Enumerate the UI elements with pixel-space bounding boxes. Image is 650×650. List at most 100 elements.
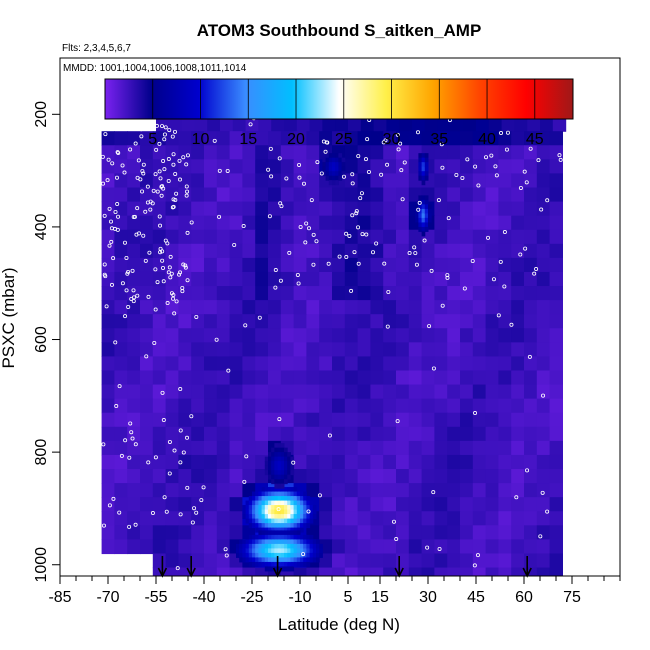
anomaly-cell	[309, 534, 314, 540]
heatmap-cell	[152, 328, 167, 343]
heatmap-cell	[524, 201, 538, 217]
heatmap-cell	[319, 215, 333, 231]
heatmap-cell	[549, 539, 563, 555]
anomaly-cell	[418, 166, 423, 172]
heatmap-cell	[344, 300, 359, 315]
heatmap-cell	[434, 145, 448, 160]
heatmap-cell	[204, 553, 218, 569]
anomaly-cell	[245, 518, 250, 524]
heatmap-cell	[204, 173, 218, 189]
heatmap-cell	[383, 131, 397, 146]
heatmap-cell	[357, 356, 371, 372]
anomaly-cell	[255, 548, 259, 554]
heatmap-cell	[319, 567, 333, 576]
heatmap-cell	[447, 257, 461, 273]
heatmap-cell	[357, 187, 371, 203]
heatmap-cell	[255, 173, 269, 189]
y-tick-label: 800	[33, 439, 50, 466]
heatmap-cell	[396, 314, 410, 329]
heatmap-cell	[485, 454, 499, 470]
heatmap-cell	[396, 215, 410, 231]
sample-point	[143, 258, 148, 263]
anomaly-cell	[255, 491, 259, 497]
heatmap-cell	[498, 271, 512, 287]
heatmap-cell	[460, 187, 474, 203]
heatmap-cell	[472, 328, 487, 343]
anomaly-cell	[245, 539, 250, 545]
heatmap-cell	[549, 257, 563, 273]
sample-point	[153, 307, 158, 312]
heatmap-cell	[255, 187, 269, 203]
heatmap-cell	[344, 567, 359, 576]
anomaly-cell	[287, 523, 291, 529]
heatmap-cell	[242, 300, 256, 315]
anomaly-cell	[280, 456, 285, 462]
anomaly-cell	[261, 543, 266, 549]
sample-point	[123, 314, 128, 319]
anomaly-cell	[264, 530, 269, 536]
anomaly-cell	[284, 505, 288, 511]
heatmap-cell	[229, 314, 243, 329]
heatmap-cell	[408, 300, 423, 315]
heatmap-cell	[357, 201, 371, 217]
heatmap-cell	[434, 243, 448, 259]
heatmap-cell	[293, 314, 307, 329]
heatmap-cell	[114, 173, 128, 189]
sample-point	[232, 242, 237, 247]
sample-point	[496, 313, 501, 318]
sample-point	[324, 140, 329, 145]
heatmap-cell	[498, 398, 512, 414]
heatmap-cell	[511, 356, 525, 372]
sample-point	[185, 189, 190, 194]
anomaly-cell	[252, 548, 256, 554]
heatmap-cell	[485, 215, 499, 231]
anomaly-cell	[428, 208, 432, 214]
sample-point	[350, 213, 355, 218]
heatmap-cell	[408, 454, 423, 470]
heatmap-cell	[498, 159, 512, 175]
anomaly-cell	[303, 539, 307, 545]
heatmap-cell	[332, 511, 346, 526]
heatmap-cell	[178, 483, 192, 498]
heatmap-cell	[396, 356, 410, 372]
anomaly-cell	[319, 548, 323, 554]
heatmap-cell	[204, 159, 218, 175]
heatmap-cell	[152, 314, 167, 329]
sample-point	[304, 221, 309, 226]
anomaly-cell	[258, 500, 263, 506]
heatmap-cell	[549, 497, 563, 512]
heatmap-cell	[306, 328, 320, 343]
anomaly-cell	[341, 166, 346, 172]
anomaly-cell	[306, 548, 311, 554]
sample-point	[498, 259, 503, 264]
heatmap-cell	[408, 497, 423, 512]
sample-point	[407, 251, 412, 256]
heatmap-cell	[434, 201, 448, 217]
anomaly-cell	[268, 487, 272, 493]
heatmap-cell	[472, 145, 487, 160]
heatmap-cell	[447, 469, 461, 484]
heatmap-cell	[255, 314, 269, 329]
heatmap-cell	[344, 539, 359, 555]
heatmap-cell	[552, 117, 567, 132]
sample-point	[199, 498, 204, 503]
heatmap-cell	[472, 469, 487, 484]
sample-point	[161, 418, 166, 423]
heatmap-cell	[396, 159, 410, 175]
anomaly-cell	[296, 561, 301, 567]
heatmap-cell	[306, 145, 320, 160]
heatmap-cell	[370, 328, 384, 343]
anomaly-cell	[280, 518, 285, 524]
anomaly-cell	[303, 505, 307, 511]
colorbar-tick-label: 10	[192, 131, 210, 148]
heatmap-cell	[511, 271, 525, 287]
sample-point	[161, 265, 166, 270]
anomaly-cell	[261, 496, 266, 502]
heatmap-cell	[293, 159, 307, 175]
heatmap-cell	[472, 539, 487, 555]
heatmap-cell	[114, 131, 128, 146]
heatmap-cell	[140, 229, 154, 245]
anomaly-cell	[328, 153, 333, 159]
anomaly-cell	[239, 552, 243, 558]
heatmap-cell	[434, 384, 448, 400]
